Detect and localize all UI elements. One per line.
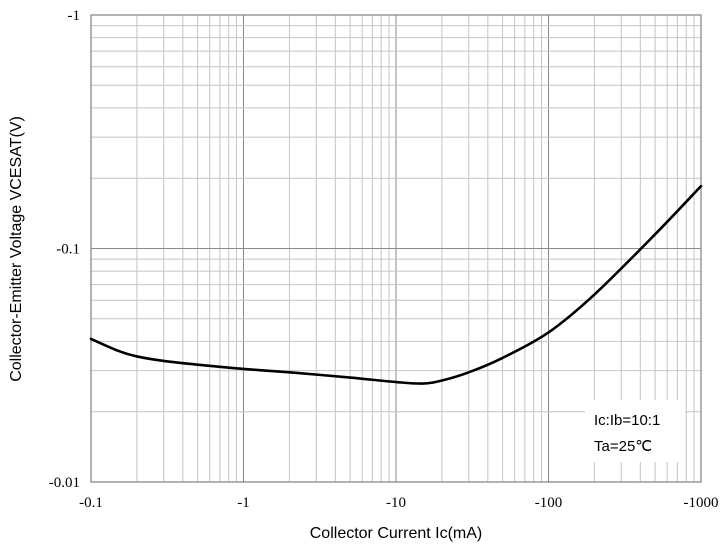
y-axis-title: Collector-Emitter Voltage VCESAT(V) <box>8 116 25 382</box>
x-tick-label: -100 <box>535 495 563 511</box>
x-tick-label: -1 <box>237 495 250 511</box>
series-layer <box>89 184 703 385</box>
x-tick-labels: -0.1 -1 -10 -100 -1000 <box>79 495 718 511</box>
annotation-box <box>585 400 685 462</box>
annotation-temperature: Ta=25℃ <box>594 438 652 455</box>
y-tick-labels: -1 -0.1 -0.01 <box>49 8 80 491</box>
annotation-ratio: Ic:Ib=10:1 <box>594 412 660 429</box>
y-tick-label: -0.1 <box>56 242 80 258</box>
x-tick-label: -1000 <box>684 495 719 511</box>
x-tick-label: -10 <box>386 495 406 511</box>
vce-sat-curve <box>89 184 703 385</box>
y-tick-label: -1 <box>68 8 81 24</box>
x-tick-label: -0.1 <box>79 495 103 511</box>
x-axis-title: Collector Current Ic(mA) <box>310 525 482 542</box>
plot-border <box>90 14 702 483</box>
y-tick-label: -0.01 <box>49 475 80 491</box>
grid <box>90 15 701 483</box>
